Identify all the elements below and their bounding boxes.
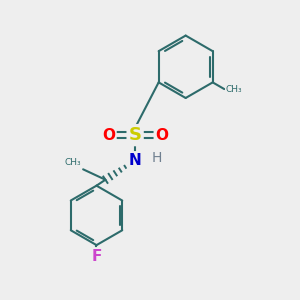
Text: CH₃: CH₃: [64, 158, 81, 167]
Text: CH₃: CH₃: [226, 85, 242, 94]
Text: H: H: [152, 151, 162, 165]
Text: O: O: [155, 128, 168, 142]
Text: S: S: [129, 126, 142, 144]
Text: O: O: [102, 128, 115, 142]
Text: F: F: [91, 249, 102, 264]
Text: N: N: [129, 153, 142, 168]
